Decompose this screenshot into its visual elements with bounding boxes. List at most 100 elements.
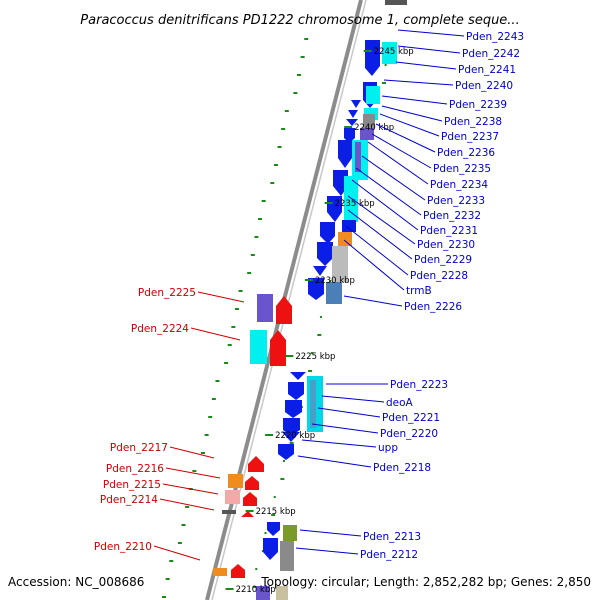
gc-tick bbox=[289, 442, 294, 444]
feature-pden-2215-b[interactable] bbox=[243, 492, 257, 506]
gene-label-reverse[interactable]: Pden_2210 bbox=[94, 541, 152, 553]
gc-tick bbox=[384, 64, 387, 66]
gene-label-forward[interactable]: Pden_2226 bbox=[404, 301, 462, 313]
feature-pden-2240[interactable] bbox=[366, 86, 380, 104]
feature-upp[interactable] bbox=[282, 432, 300, 442]
feature-pden-2238-a[interactable] bbox=[348, 110, 358, 118]
label-leader bbox=[343, 239, 405, 291]
label-leader bbox=[197, 291, 245, 303]
gc-tick bbox=[282, 460, 285, 462]
feature-pden-2220[interactable] bbox=[283, 418, 300, 436]
feature-pden-2234[interactable] bbox=[344, 128, 355, 143]
feature-pden-2217[interactable] bbox=[248, 456, 264, 472]
feature-pden-2227[interactable] bbox=[320, 222, 335, 244]
feature-pden-2215-a[interactable] bbox=[225, 490, 240, 504]
label-leader bbox=[343, 295, 403, 307]
gc-tick bbox=[192, 470, 197, 472]
feature-pden-2239[interactable] bbox=[351, 100, 361, 108]
feature-pden-2225-a[interactable] bbox=[257, 294, 273, 322]
gene-label-forward[interactable]: Pden_2240 bbox=[455, 80, 513, 92]
gene-label-reverse[interactable]: Pden_2214 bbox=[100, 494, 158, 506]
scale-mark-label: 2235 kbp bbox=[335, 199, 375, 209]
feature-pden-2233[interactable] bbox=[338, 140, 352, 168]
gene-label-forward[interactable]: Pden_2231 bbox=[420, 225, 478, 237]
gene-label-forward[interactable]: Pden_2228 bbox=[410, 270, 468, 282]
feature-pden-2226-a[interactable] bbox=[317, 242, 333, 266]
feature-pden-2210-b[interactable] bbox=[231, 564, 245, 578]
label-leader bbox=[165, 467, 221, 479]
feature-pden-2218[interactable] bbox=[278, 444, 294, 460]
feature-pden-2223-a[interactable] bbox=[290, 372, 306, 380]
accession-text: Accession: NC_008686 bbox=[8, 575, 144, 589]
feature-pden-2224-a[interactable] bbox=[250, 330, 267, 364]
feature-pden-2228[interactable] bbox=[342, 220, 356, 232]
gene-label-forward[interactable]: Pden_2220 bbox=[380, 428, 438, 440]
feature-pden-2213-a[interactable] bbox=[267, 522, 280, 536]
gene-label-forward[interactable]: Pden_2234 bbox=[430, 179, 488, 191]
feature-pden-2223-b[interactable] bbox=[288, 382, 304, 400]
feature-pden-2226-b[interactable] bbox=[332, 246, 348, 282]
gene-label-forward[interactable]: Pden_2218 bbox=[373, 462, 431, 474]
feature-pden-2212-b[interactable] bbox=[280, 541, 294, 571]
label-leader bbox=[375, 123, 436, 153]
gene-label-reverse[interactable]: Pden_2216 bbox=[106, 463, 164, 475]
feature-pden-2226-d[interactable] bbox=[308, 278, 324, 300]
gene-label-forward[interactable]: Pden_2235 bbox=[433, 163, 491, 175]
gene-label-forward[interactable]: deoA bbox=[386, 397, 414, 409]
gene-label-forward[interactable]: trmB bbox=[406, 285, 432, 297]
feature-pden-2235[interactable] bbox=[360, 128, 374, 140]
feature-pden-2214-a[interactable] bbox=[222, 510, 236, 514]
gc-tick bbox=[254, 236, 259, 238]
gene-labels: Pden_2243 Pden_2242 Pden_2241 Pden_2240 Pden… bbox=[94, 31, 524, 561]
feature-pden-2230[interactable] bbox=[344, 176, 358, 222]
gene-label-forward[interactable]: upp bbox=[378, 442, 398, 454]
gene-label-forward[interactable]: Pden_2221 bbox=[382, 412, 440, 424]
gene-label-forward[interactable]: Pden_2230 bbox=[417, 239, 475, 251]
feature-pden-2221[interactable] bbox=[285, 400, 302, 418]
feature-bottom-b[interactable] bbox=[276, 586, 288, 600]
gene-label-forward[interactable]: Pden_2242 bbox=[462, 48, 520, 60]
gene-label-reverse[interactable]: Pden_2215 bbox=[103, 479, 161, 491]
feature-pden-2226-e[interactable] bbox=[326, 282, 342, 304]
label-leader bbox=[395, 61, 457, 70]
feature-pden-2212-a[interactable] bbox=[263, 538, 278, 560]
gene-label-forward[interactable]: Pden_2239 bbox=[449, 99, 507, 111]
feature-deoa-inner bbox=[310, 380, 316, 428]
gene-label-reverse[interactable]: Pden_2217 bbox=[110, 442, 168, 454]
reverse-features-lower bbox=[222, 456, 264, 517]
gene-label-forward[interactable]: Pden_2212 bbox=[360, 549, 418, 561]
gene-label-forward[interactable]: Pden_2232 bbox=[423, 210, 481, 222]
feature-trmb[interactable] bbox=[338, 232, 352, 246]
feature-bottom-a[interactable] bbox=[256, 586, 270, 600]
gc-tick bbox=[264, 532, 267, 534]
gene-label-reverse[interactable]: Pden_2224 bbox=[131, 323, 189, 335]
gc-tick bbox=[162, 596, 167, 598]
feature-pden-2225-b[interactable] bbox=[276, 296, 292, 324]
gene-label-forward[interactable]: Pden_2233 bbox=[427, 195, 485, 207]
feature-pden-2210-a[interactable] bbox=[213, 568, 227, 576]
gene-label-reverse[interactable]: Pden_2225 bbox=[138, 287, 196, 299]
scale-mark-label: 2215 kbp bbox=[256, 507, 296, 517]
feature-pden-2238-b[interactable] bbox=[346, 119, 358, 126]
feature-pden-2242[interactable] bbox=[382, 42, 397, 64]
feature-pden-2224-b[interactable] bbox=[270, 330, 286, 366]
gene-label-forward[interactable]: Pden_2237 bbox=[441, 131, 499, 143]
feature-pden-2236[interactable] bbox=[363, 114, 375, 128]
label-leader bbox=[347, 209, 413, 260]
feature-pden-2216-b[interactable] bbox=[245, 476, 259, 490]
gene-label-forward[interactable]: Pden_2229 bbox=[414, 254, 472, 266]
feature-pden-2243[interactable] bbox=[365, 40, 380, 76]
gc-tick bbox=[224, 362, 229, 364]
gene-label-forward[interactable]: Pden_2213 bbox=[363, 531, 421, 543]
gene-label-forward[interactable]: Pden_2236 bbox=[437, 147, 495, 159]
feature-pden-2214-b[interactable] bbox=[241, 511, 254, 517]
gene-label-forward[interactable]: Pden_2241 bbox=[458, 64, 516, 76]
feature-pden-2213-b[interactable] bbox=[283, 525, 297, 541]
gene-label-forward[interactable]: Pden_2238 bbox=[444, 116, 502, 128]
gene-label-forward[interactable]: Pden_2223 bbox=[390, 379, 448, 391]
feature-pden-2216-a[interactable] bbox=[228, 474, 243, 488]
gc-tick bbox=[181, 524, 186, 526]
label-leader bbox=[383, 79, 454, 86]
gene-label-forward[interactable]: Pden_2243 bbox=[466, 31, 524, 43]
feature-pden-2226-c[interactable] bbox=[313, 266, 327, 276]
